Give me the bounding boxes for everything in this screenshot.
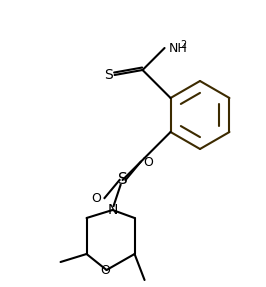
Text: N: N <box>107 203 118 217</box>
Text: 2: 2 <box>180 40 187 50</box>
Text: S: S <box>118 172 127 187</box>
Text: O: O <box>92 191 102 205</box>
Text: O: O <box>144 156 153 168</box>
Text: S: S <box>104 68 113 82</box>
Text: NH: NH <box>169 42 187 55</box>
Text: O: O <box>101 263 110 276</box>
